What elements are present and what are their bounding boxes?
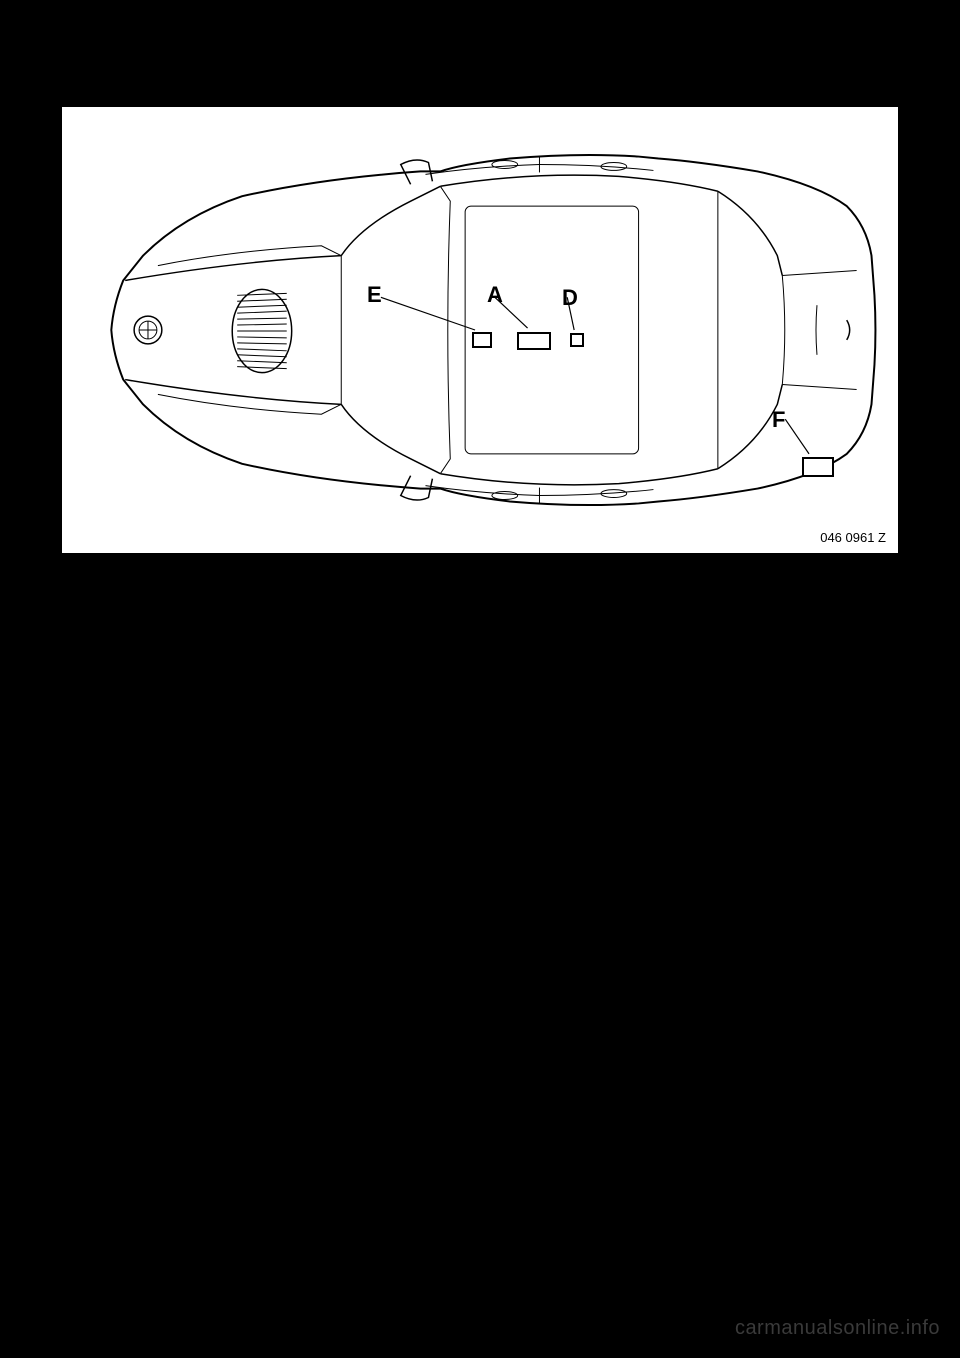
component-d-box <box>570 333 584 347</box>
component-f-box <box>802 457 834 477</box>
label-d: D <box>562 285 578 311</box>
label-f: F <box>772 407 785 433</box>
component-e-box <box>472 332 492 348</box>
reference-number: 046 0961 Z <box>820 530 886 545</box>
car-top-view-diagram <box>62 107 898 553</box>
label-e: E <box>367 282 382 308</box>
diagram-frame: E A D F 046 0961 Z <box>60 105 900 555</box>
label-a: A <box>487 282 503 308</box>
component-a-box <box>517 332 551 350</box>
watermark: carmanualsonline.info <box>735 1317 940 1340</box>
